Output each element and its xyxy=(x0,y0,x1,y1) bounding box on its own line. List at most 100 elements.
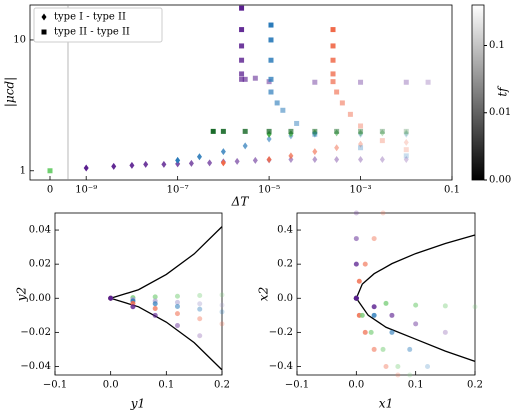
diamond-marker xyxy=(312,148,318,156)
x-tick-label: 10⁻⁵ xyxy=(258,185,280,196)
circle-marker xyxy=(383,300,389,306)
diamond-marker xyxy=(403,129,409,137)
x-tick-label: 0.2 xyxy=(467,380,483,391)
x-tick-label: 10⁻³ xyxy=(350,185,372,196)
circle-marker xyxy=(174,293,180,299)
square-marker xyxy=(379,128,385,134)
square-marker xyxy=(330,43,336,49)
legend-label: type II - type II xyxy=(54,27,130,38)
diamond-marker xyxy=(41,13,47,21)
curve xyxy=(110,297,223,371)
square-marker xyxy=(242,128,248,134)
square-marker xyxy=(268,22,274,28)
diamond-marker xyxy=(161,160,167,168)
circle-marker xyxy=(383,363,389,369)
x-tick-label: 0.2 xyxy=(214,380,230,391)
colorbar xyxy=(471,4,485,181)
diamond-marker xyxy=(334,155,340,163)
x-tick-label: 10⁻⁹ xyxy=(75,185,97,196)
circle-marker xyxy=(353,210,359,216)
legend-box xyxy=(33,7,163,43)
circle-marker xyxy=(371,236,377,242)
diamond-marker xyxy=(334,144,340,152)
circle-marker xyxy=(197,293,203,299)
circle-marker xyxy=(359,312,365,318)
colorbar-tick-label: 0.01 xyxy=(489,107,511,118)
square-marker xyxy=(334,89,340,95)
square-marker xyxy=(239,76,245,82)
circle-marker xyxy=(362,329,368,335)
curve xyxy=(110,226,223,299)
circle-marker xyxy=(152,312,158,318)
square-marker xyxy=(41,29,47,35)
square-marker xyxy=(379,138,385,144)
circle-marker xyxy=(380,210,386,216)
square-marker xyxy=(358,123,364,129)
square-marker xyxy=(268,37,274,43)
circle-marker xyxy=(219,292,225,298)
diamond-marker xyxy=(242,142,248,150)
y-tick-label: 0.00 xyxy=(29,293,51,304)
x-axis-label: x1 xyxy=(379,397,393,411)
diamond-marker xyxy=(403,130,409,138)
circle-marker xyxy=(389,312,395,318)
circle-marker xyxy=(174,323,180,329)
square-marker xyxy=(274,100,280,106)
diamond-marker xyxy=(266,155,272,163)
square-marker xyxy=(358,79,364,85)
x-tick-label: 0.0 xyxy=(348,380,364,391)
colorbar-label: tf xyxy=(496,85,510,97)
square-marker xyxy=(210,128,216,134)
x-tick-label: 0 xyxy=(47,185,53,196)
square-marker xyxy=(239,27,245,33)
diamond-marker xyxy=(143,160,149,168)
square-marker xyxy=(312,131,318,137)
square-marker xyxy=(239,5,245,11)
y-tick-label: 0.04 xyxy=(29,225,51,236)
diamond-marker xyxy=(266,135,272,143)
circle-marker xyxy=(389,329,395,335)
circle-marker xyxy=(174,311,180,317)
plot-frame xyxy=(29,4,453,181)
diamond-marker xyxy=(312,155,318,163)
circle-marker xyxy=(197,306,203,312)
square-marker xyxy=(403,153,409,159)
x-tick-label: 0.1 xyxy=(158,380,174,391)
diamond-marker xyxy=(83,164,89,172)
y-tick-label: −0.02 xyxy=(20,327,51,338)
diamond-marker xyxy=(288,152,294,160)
circle-marker xyxy=(413,321,419,327)
x-tick-label: 0.1 xyxy=(444,185,460,196)
circle-marker xyxy=(130,304,136,310)
circle-marker xyxy=(353,261,359,267)
square-marker xyxy=(47,168,53,174)
square-marker xyxy=(334,128,340,134)
diamond-marker xyxy=(403,155,409,163)
diamond-marker xyxy=(379,129,385,137)
diamond-marker xyxy=(175,156,181,164)
x-tick-label: −0.1 xyxy=(285,380,309,391)
diamond-marker xyxy=(358,129,364,137)
square-marker xyxy=(239,43,245,49)
square-marker xyxy=(312,79,318,85)
circle-marker xyxy=(395,372,401,378)
plot-frame xyxy=(296,212,476,376)
circle-marker xyxy=(152,301,158,307)
circle-marker xyxy=(407,372,413,378)
square-marker xyxy=(403,128,409,134)
y-tick-label: 0.02 xyxy=(29,259,51,270)
x-axis-label: ΔT xyxy=(231,195,250,209)
circle-marker xyxy=(371,346,377,352)
circle-marker xyxy=(442,303,448,309)
square-marker xyxy=(403,147,409,153)
x-tick-label: −0.1 xyxy=(43,380,67,391)
square-marker xyxy=(425,79,431,85)
square-marker xyxy=(268,89,274,95)
circle-marker xyxy=(219,321,225,327)
x-tick-label: 0.1 xyxy=(408,380,424,391)
diamond-marker xyxy=(234,157,240,165)
y-tick-label: −0.4 xyxy=(269,361,293,372)
diamond-marker xyxy=(111,162,117,170)
y-tick-label: 1 xyxy=(20,165,26,176)
y-tick-label: 10 xyxy=(13,34,26,45)
